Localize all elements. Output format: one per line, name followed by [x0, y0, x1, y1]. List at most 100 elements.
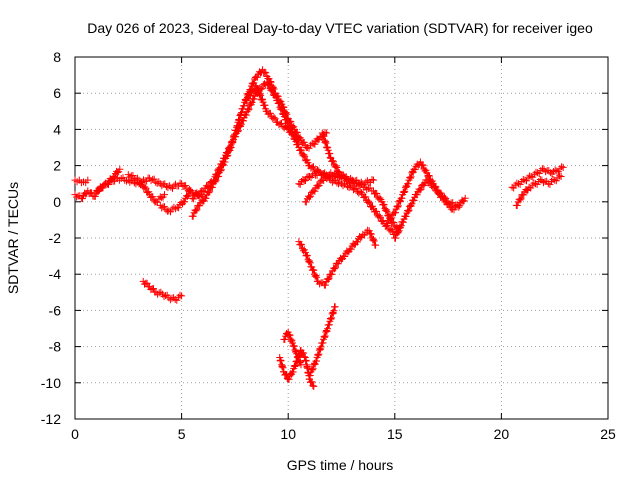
series-arc-14 — [391, 176, 463, 242]
data-point — [331, 163, 339, 171]
data-point — [403, 183, 411, 191]
data-point — [218, 160, 226, 168]
data-point — [526, 172, 534, 180]
data-point — [373, 190, 381, 197]
data-point — [306, 193, 313, 201]
data-point — [382, 206, 390, 214]
series-arc-20 — [508, 163, 567, 192]
data-point — [329, 308, 337, 316]
data-point — [288, 128, 296, 135]
data-point — [99, 184, 107, 192]
data-point — [324, 325, 331, 333]
data-point — [286, 331, 294, 339]
data-point — [308, 378, 316, 386]
data-point — [375, 212, 383, 220]
data-point — [529, 173, 537, 181]
data-point — [367, 230, 375, 238]
data-point — [402, 212, 410, 220]
y-axis-label: SDTVAR / TECUs — [5, 182, 21, 294]
data-point — [329, 157, 337, 165]
y-tick-label: 6 — [53, 85, 61, 101]
series-arc-2 — [71, 176, 92, 187]
x-tick-label: 20 — [494, 426, 510, 442]
data-point — [306, 257, 313, 265]
data-point — [405, 206, 413, 214]
data-point — [292, 362, 299, 369]
data-point — [404, 180, 412, 188]
data-point — [363, 177, 371, 185]
data-point — [283, 371, 290, 379]
data-point — [311, 272, 319, 280]
data-point — [325, 275, 333, 283]
data-point — [153, 198, 161, 206]
data-point — [195, 191, 203, 199]
data-point — [300, 349, 308, 357]
data-point — [287, 118, 295, 126]
data-point — [91, 192, 99, 200]
data-point — [314, 351, 322, 359]
data-point — [549, 176, 557, 183]
data-point — [366, 199, 374, 207]
data-marks — [71, 66, 567, 390]
series-arc-18 — [306, 303, 339, 380]
data-point — [317, 343, 325, 351]
data-point — [275, 99, 283, 107]
data-point — [272, 93, 280, 101]
data-point — [316, 280, 324, 288]
data-point — [354, 238, 361, 246]
data-point — [315, 181, 323, 189]
data-point — [161, 191, 168, 199]
data-point — [245, 92, 253, 100]
data-point — [347, 182, 355, 190]
data-point — [306, 372, 314, 379]
data-point — [173, 296, 181, 304]
data-point — [205, 182, 213, 190]
data-point — [292, 348, 299, 356]
data-point — [399, 218, 407, 226]
data-point — [387, 226, 395, 234]
data-point — [235, 127, 242, 135]
data-point — [108, 176, 115, 184]
data-point — [295, 136, 303, 144]
data-point — [234, 128, 242, 136]
data-point — [325, 321, 333, 329]
data-point — [328, 310, 336, 318]
data-point — [94, 188, 102, 196]
data-point — [181, 198, 189, 206]
data-point — [411, 166, 419, 174]
series-arc-17 — [280, 328, 305, 369]
series-arc-1 — [71, 165, 124, 203]
data-point — [426, 178, 434, 186]
data-point — [554, 168, 562, 176]
data-point — [558, 163, 566, 171]
x-tick-label: 25 — [600, 426, 616, 442]
data-point — [186, 187, 194, 195]
series-arc-15 — [295, 226, 380, 289]
data-point — [419, 161, 427, 169]
data-point — [126, 173, 134, 181]
data-point — [178, 292, 186, 300]
data-point — [244, 106, 252, 114]
data-point — [239, 117, 247, 125]
data-point — [247, 100, 254, 108]
data-point — [161, 203, 168, 211]
data-point — [306, 259, 314, 267]
data-point — [394, 202, 402, 210]
data-point — [331, 265, 338, 273]
data-point — [410, 197, 418, 204]
data-point — [328, 314, 336, 322]
data-point — [311, 187, 319, 195]
data-point — [408, 169, 416, 177]
data-point — [142, 184, 150, 192]
data-point — [530, 179, 538, 187]
data-point — [225, 143, 233, 151]
data-point — [519, 176, 527, 183]
data-point — [285, 375, 293, 383]
data-point — [533, 180, 541, 188]
data-point — [372, 208, 380, 215]
y-tick-label: -2 — [49, 230, 62, 246]
data-point — [344, 183, 352, 191]
data-point — [306, 173, 313, 180]
data-point — [559, 163, 567, 171]
